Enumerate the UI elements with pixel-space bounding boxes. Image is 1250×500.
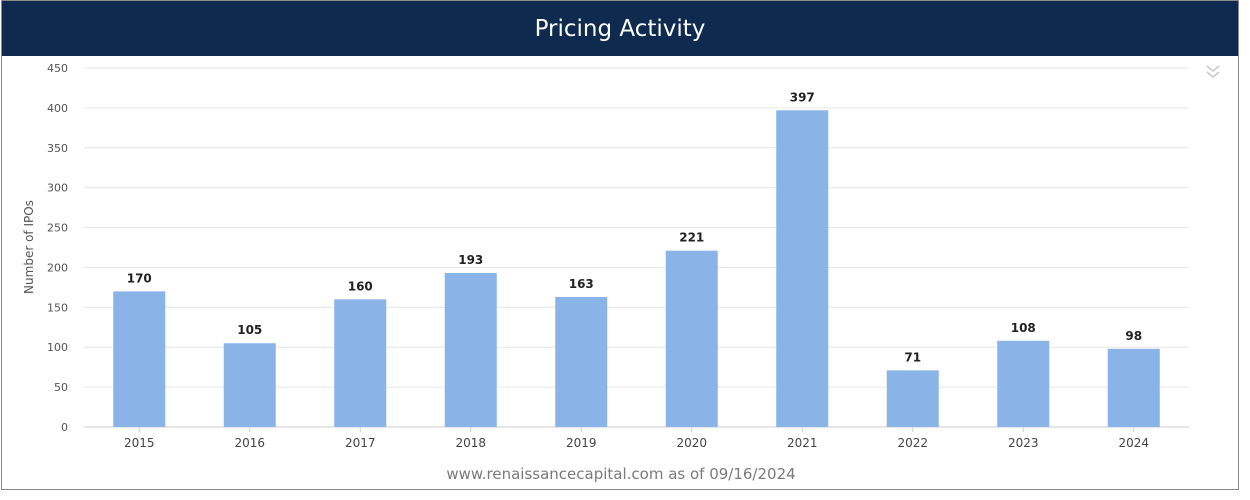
bar — [113, 291, 166, 427]
x-tick-label: 2019 — [566, 436, 597, 450]
data-label: 193 — [458, 253, 483, 267]
bar-chart: 0 50 100 150 200 250 300 350 400 450 Number of IPO… — [22, 62, 1189, 450]
chart-header: Pricing Activity — [2, 1, 1238, 56]
x-tick-label: 2017 — [345, 436, 376, 450]
x-tick-label: 2021 — [787, 436, 818, 450]
bar — [886, 370, 939, 427]
data-label: 160 — [348, 279, 373, 293]
bar — [555, 296, 608, 427]
bar — [665, 250, 718, 427]
data-label: 105 — [237, 323, 262, 337]
y-tick-label: 100 — [47, 341, 68, 354]
y-tick-label: 400 — [47, 102, 68, 115]
y-tick-label: 200 — [47, 261, 68, 274]
data-label: 170 — [127, 271, 152, 285]
x-tick-label: 2015 — [124, 436, 155, 450]
bar — [997, 340, 1050, 427]
source-note: www.renaissancecapital.com as of 09/16/2… — [446, 465, 796, 483]
x-tick-label: 2018 — [455, 436, 486, 450]
y-tick-label: 450 — [47, 62, 68, 75]
x-tick-label: 2023 — [1008, 436, 1039, 450]
y-axis-label: Number of IPOs — [22, 200, 36, 294]
y-tick-label: 300 — [47, 182, 68, 195]
data-label: 108 — [1011, 321, 1036, 335]
bar — [334, 299, 387, 427]
x-tick-label: 2016 — [234, 436, 265, 450]
y-tick-label: 350 — [47, 142, 68, 155]
data-label: 98 — [1125, 329, 1142, 343]
bar — [223, 343, 276, 427]
x-tick-label: 2022 — [897, 436, 928, 450]
data-label: 71 — [904, 350, 921, 364]
bar — [776, 110, 829, 427]
chart-panel: Pricing Activity 0 50 100 150 200 250 300 350 40… — [1, 0, 1239, 490]
data-label: 221 — [679, 231, 704, 245]
x-tick-label: 2020 — [676, 436, 707, 450]
bar — [1107, 348, 1160, 427]
y-tick-label: 250 — [47, 222, 68, 235]
data-label: 163 — [569, 277, 594, 291]
data-label: 397 — [790, 90, 815, 104]
chart-title: Pricing Activity — [534, 15, 706, 42]
y-tick-label: 50 — [54, 381, 68, 394]
x-tick-label: 2024 — [1118, 436, 1149, 450]
y-tick-label: 0 — [61, 421, 68, 434]
double-chevron-down-icon[interactable] — [1204, 63, 1222, 81]
y-tick-label: 150 — [47, 301, 68, 314]
bar — [444, 273, 497, 427]
